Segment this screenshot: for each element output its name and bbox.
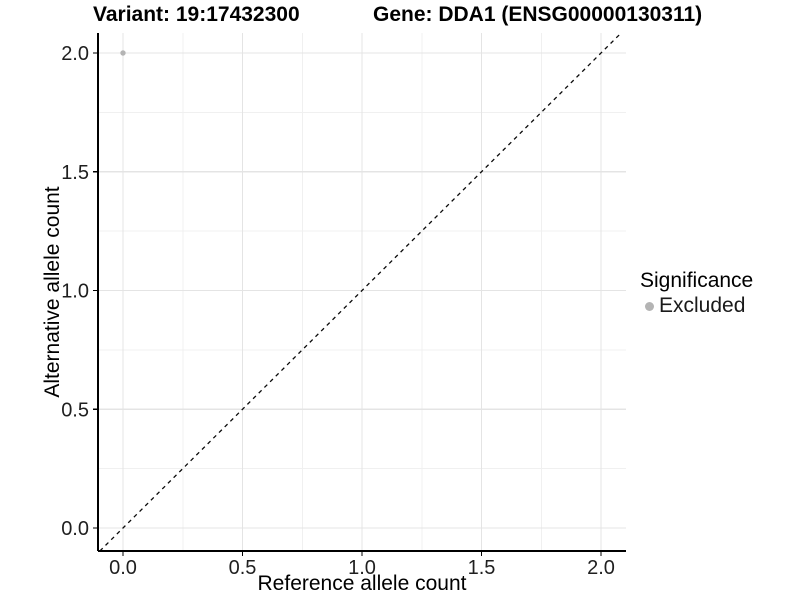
y-tick-label: 0.5 <box>61 399 89 421</box>
x-tick-label: 1.5 <box>468 557 496 579</box>
y-tick-label: 2.0 <box>61 43 89 65</box>
legend: Significance Excluded <box>640 269 798 318</box>
data-point <box>120 50 126 56</box>
excluded-point-icon <box>645 301 654 311</box>
x-tick-label: 0.5 <box>229 557 257 579</box>
legend-item-label: Excluded <box>659 294 746 317</box>
x-axis-title: Reference allele count <box>257 572 467 595</box>
x-tick-label: 1.0 <box>348 557 376 579</box>
plot-title-variant: Variant: 19:17432300 <box>93 3 300 26</box>
y-tick-label: 1.5 <box>61 162 89 184</box>
y-tick-label: 1.0 <box>61 281 89 303</box>
legend-item-excluded: Excluded <box>640 294 798 318</box>
y-tick-label: 0.0 <box>61 518 89 540</box>
identity-line <box>99 32 622 552</box>
plot-title-gene: Gene: DDA1 (ENSG00000130311) <box>373 3 703 26</box>
x-tick-label: 0.0 <box>109 557 137 579</box>
y-axis-title: Alternative allele count <box>41 186 64 398</box>
x-tick-label: 2.0 <box>587 557 615 579</box>
legend-title: Significance <box>640 269 754 292</box>
